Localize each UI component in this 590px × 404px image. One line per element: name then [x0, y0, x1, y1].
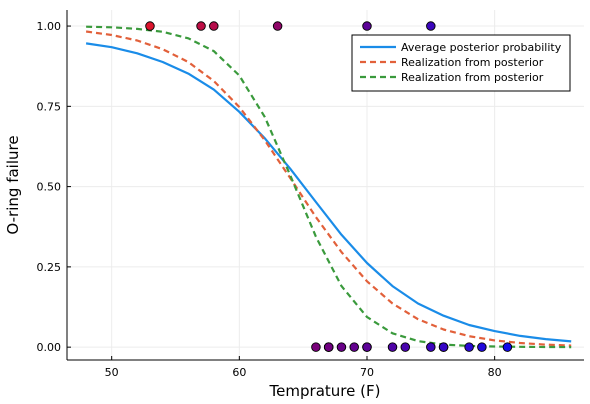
observation-point-21: [502, 342, 513, 352]
legend-entry-2: Realization from posterior: [401, 71, 544, 84]
series-line-1: [85, 30, 572, 347]
x-tick-label-3: 80: [488, 366, 502, 379]
observation-point-11: [349, 342, 359, 352]
y-tick-label-4: 1.00: [37, 20, 62, 33]
observation-point-3: [272, 21, 283, 31]
observation-point-13: [362, 342, 372, 352]
legend-entry-1: Realization from posterior: [401, 56, 544, 69]
observation-point-1: [196, 21, 206, 31]
series-line-2: [86, 25, 572, 349]
observation-point-2: [209, 21, 219, 31]
observation-point-9: [323, 342, 334, 352]
observation-point-18: [438, 342, 449, 352]
observation-point-16: [426, 342, 436, 352]
series-line-0: [85, 42, 572, 343]
y-axis-title: O-ring failure: [4, 135, 22, 234]
legend-entry-0: Average posterior probability: [401, 41, 562, 54]
x-tick-label-0: 50: [105, 366, 119, 379]
y-tick-label-2: 0.50: [37, 181, 62, 194]
observation-point-6: [311, 342, 321, 352]
y-tick-label-1: 0.25: [37, 261, 62, 274]
axes: 50 60 70 80 0.00 0.25 0.50 0.75 1.00: [37, 10, 584, 379]
legend: Average posterior probability Realizatio…: [351, 34, 571, 92]
observation-point-20: [477, 342, 487, 352]
observation-point-14: [387, 342, 398, 352]
legend-box: [351, 34, 571, 92]
observation-point-19: [464, 342, 474, 352]
y-tick-label-0: 0.00: [37, 341, 62, 354]
x-axis-title: Temprature (F): [269, 382, 381, 400]
observation-point-4: [362, 21, 372, 31]
observation-points: [145, 21, 513, 352]
observation-point-15: [400, 342, 411, 352]
x-tick-label-1: 60: [232, 366, 246, 379]
observation-point-10: [336, 342, 347, 352]
observation-point-0: [145, 21, 155, 31]
observation-point-5: [426, 21, 436, 31]
y-tick-label-3: 0.75: [37, 100, 62, 113]
x-tick-label-2: 70: [360, 366, 374, 379]
curves: [85, 25, 572, 349]
